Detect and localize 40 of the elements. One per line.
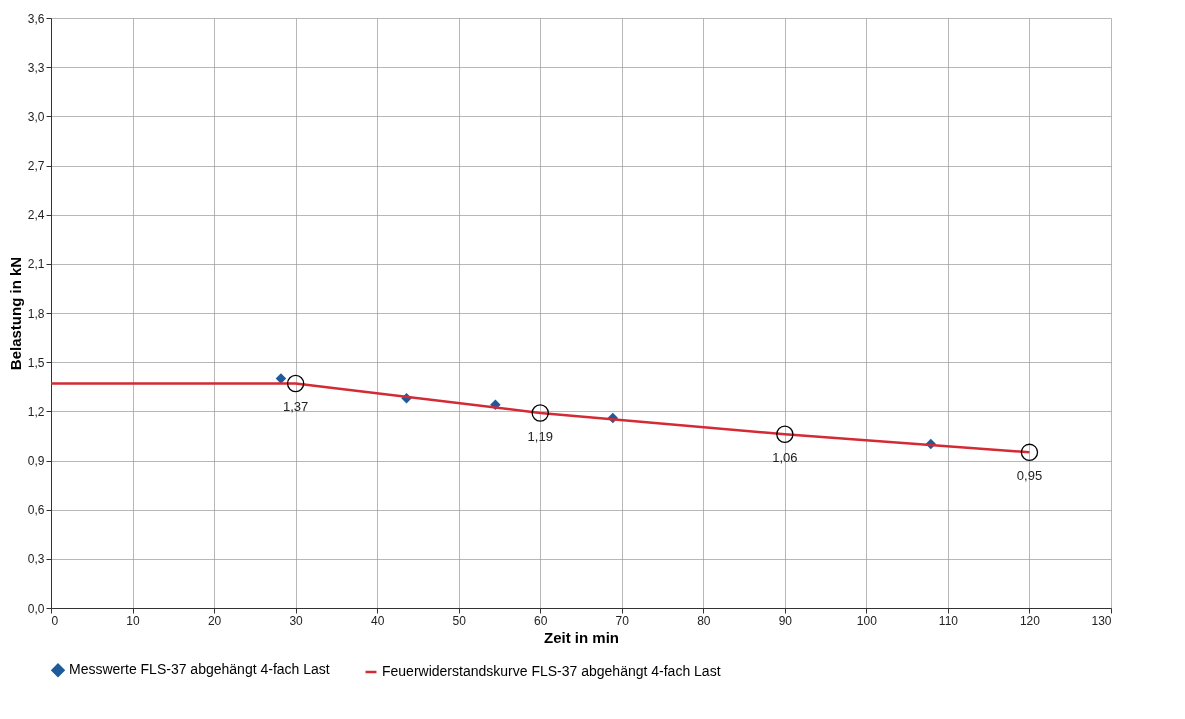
x-tick-label: 100	[856, 613, 878, 628]
y-tick-label: 3,3	[27, 60, 45, 75]
x-tick-label: 80	[697, 613, 711, 628]
x-tick-label: 110	[938, 613, 959, 628]
y-tick-label: 2,1	[27, 257, 45, 272]
data-label: 1,37	[282, 399, 309, 415]
legend-label: Feuerwiderstandskurve FLS-37 abgehängt 4-fach Last	[382, 663, 721, 679]
x-tick-label: 0	[51, 613, 59, 628]
x-tick-label: 40	[370, 613, 385, 628]
x-tick-label: 20	[207, 613, 222, 628]
data-label: 0,95	[1016, 468, 1043, 484]
y-tick-label: 0,0	[27, 601, 45, 616]
x-tick-label: 90	[778, 613, 793, 628]
y-tick-label: 3,6	[27, 11, 45, 26]
y-tick-label: 0,6	[27, 503, 45, 518]
x-tick-label: 70	[615, 613, 630, 628]
data-label: 1,19	[527, 428, 553, 444]
legend-label: Messwerte FLS-37 abgehängt 4-fach Last	[69, 661, 330, 678]
y-tick-label: 0,9	[27, 454, 45, 468]
x-tick-label: 130	[1091, 613, 1112, 628]
x-tick-label: 10	[126, 613, 141, 628]
y-tick-label: 2,4	[27, 208, 45, 223]
point	[286, 374, 305, 393]
line-series	[49, 382, 1031, 454]
x-tick-label: 120	[1019, 613, 1041, 628]
y-tick-label: 1,8	[27, 306, 45, 321]
y-axis-title: Belastung in kN	[6, 256, 24, 371]
point	[531, 404, 549, 422]
point	[1020, 443, 1039, 461]
x-tick-label: 30	[289, 613, 304, 628]
x-tick-label: 50	[452, 613, 467, 628]
y-tick-label: 1,5	[27, 355, 45, 370]
y-tick-label: 3,0	[27, 109, 45, 124]
data-label: 1,06	[772, 450, 798, 466]
y-tick-label: 2,7	[27, 159, 45, 173]
y-tick-label: 1,2	[27, 404, 45, 419]
point	[776, 425, 794, 443]
x-tick-label: 60	[534, 613, 548, 628]
y-tick-label: 0,3	[27, 552, 45, 567]
x-axis-title: Zeit in min	[544, 628, 619, 646]
